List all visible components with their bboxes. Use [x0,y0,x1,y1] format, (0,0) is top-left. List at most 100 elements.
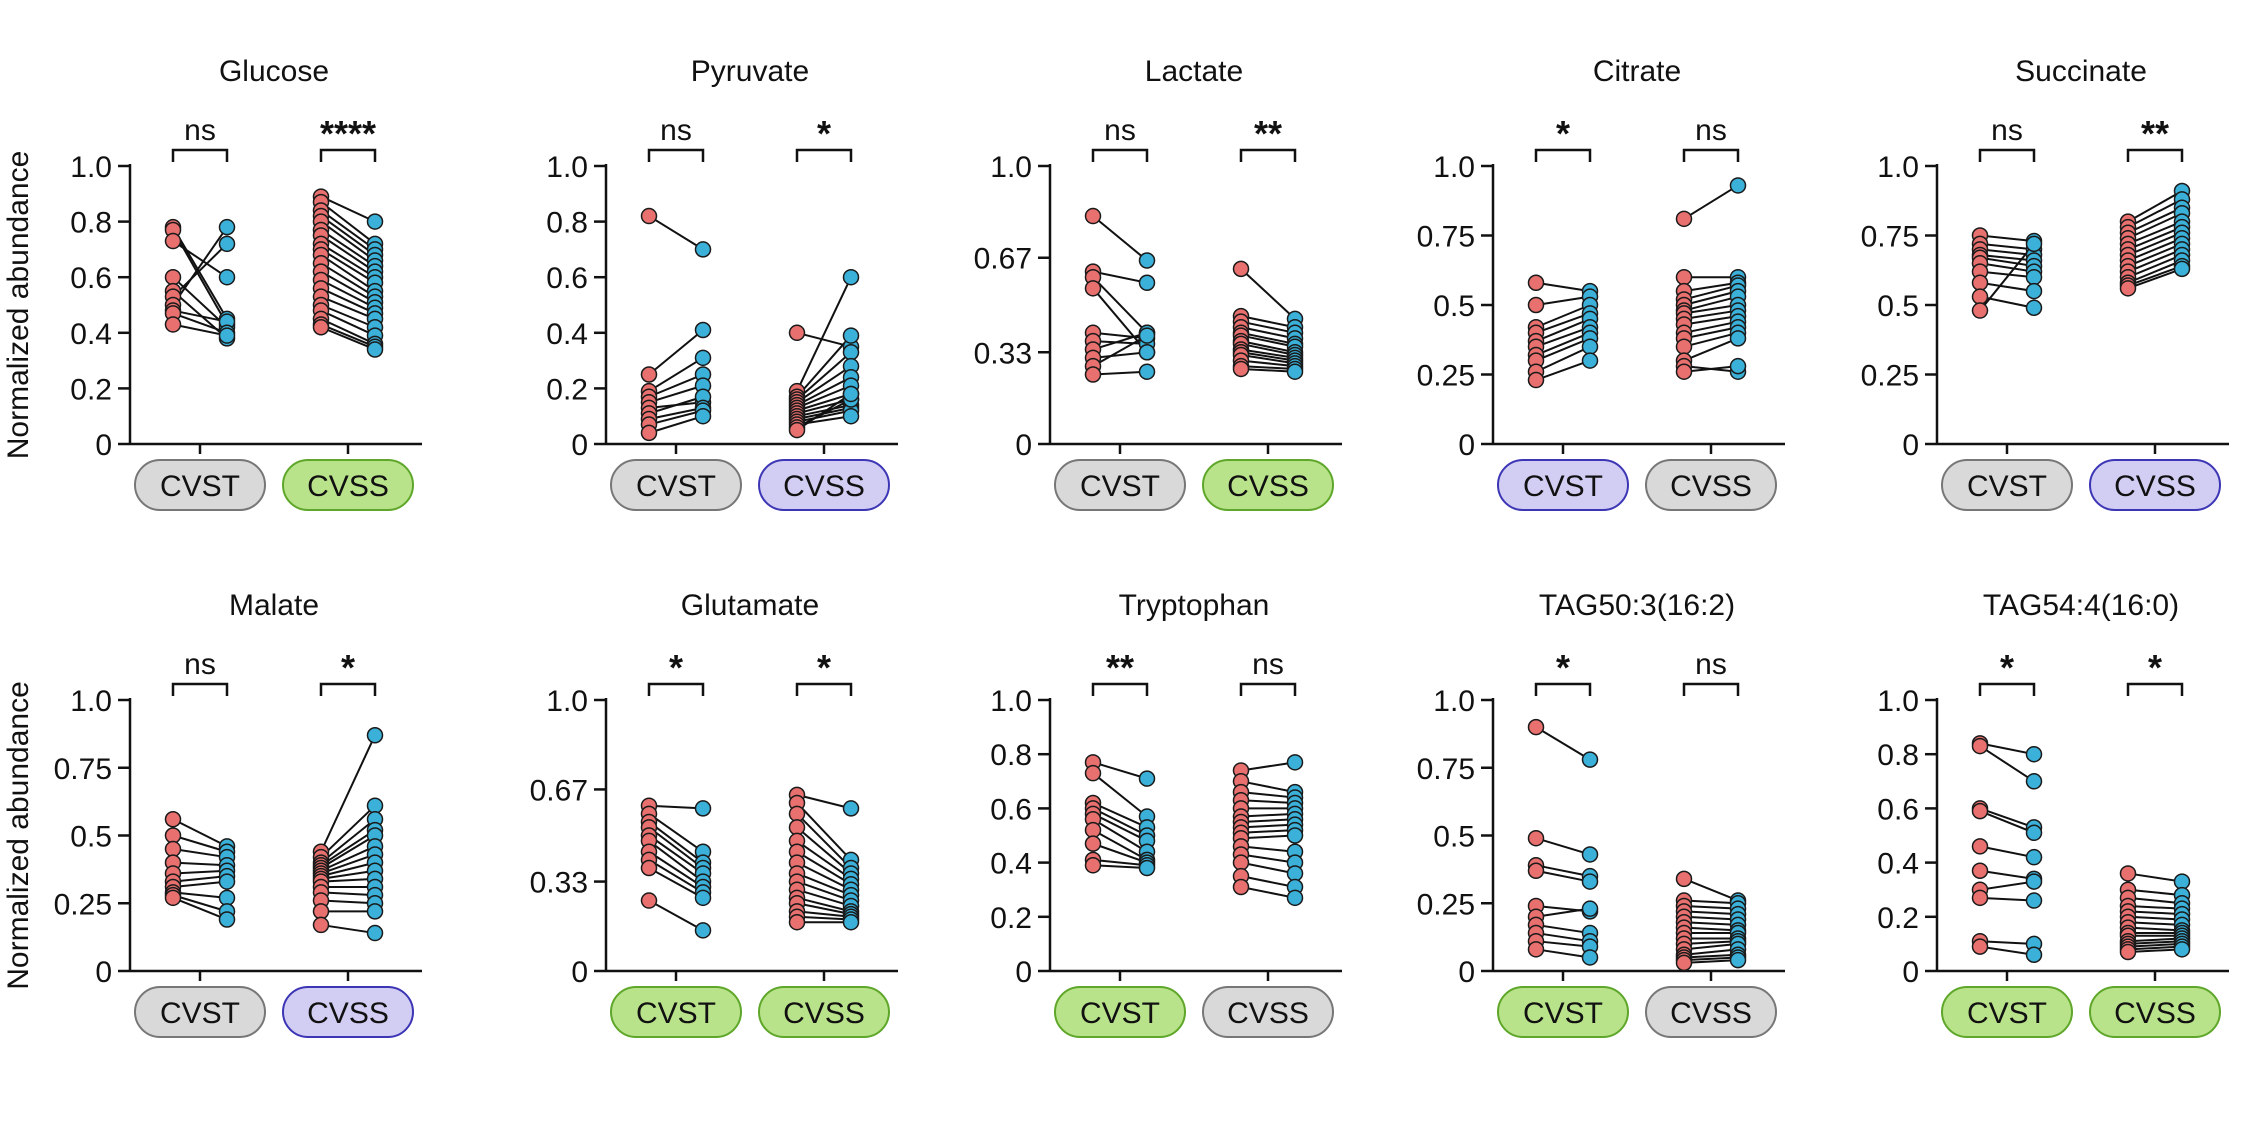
post-point [2025,873,2043,890]
pre-point [1084,857,1102,874]
pair-line [2127,212,2183,240]
pair-line [1979,243,2035,312]
pair-line [320,309,376,337]
pre-point [312,318,330,336]
y-tick-label: 0.2 [1877,902,1919,935]
pair-line [648,899,704,932]
group-label: CVSS [2114,997,2196,1030]
panel-title: TAG54:4(16:0) [1983,589,2179,622]
pair-line [2127,254,2183,279]
group-label: CVST [1080,470,1160,503]
post-point [1581,352,1599,369]
group-label-pill [1941,986,2073,1038]
pair-line [2127,940,2183,945]
pair-line [2127,198,2183,229]
group-label-pill [2089,459,2221,511]
pair-line [1535,864,1591,878]
pair-line [1535,869,1591,883]
pre-point [1675,338,1693,355]
panel-title: Glucose [219,55,329,88]
pair-line [2127,206,2183,234]
panel-title: Citrate [1593,55,1681,88]
pair-line [1683,284,1739,301]
pair-line [1535,304,1591,329]
pre-point [1527,296,1545,314]
pair-line [796,398,852,429]
pair-line [1683,320,1739,334]
post-point [842,385,860,403]
y-tick-label: 0.6 [546,262,588,295]
pair-line [1979,253,2035,262]
pair-line [1240,812,1296,818]
pair-line [1979,807,2035,829]
post-point [2025,848,2043,866]
group-label-pill [610,986,742,1038]
post-point [366,213,384,230]
pair-line [1683,365,1739,373]
pair-line [1240,340,1296,354]
group-label-pill [1497,986,1629,1038]
post-point [1581,338,1599,355]
pair-line [796,902,852,916]
post-point [842,407,860,425]
pre-point [640,424,658,442]
significance-bracket [647,682,705,696]
pre-point [1675,363,1693,380]
post-point [218,327,236,344]
post-point [694,349,712,367]
group-label: CVST [160,997,240,1030]
significance-bracket [1091,682,1149,696]
pair-line [1683,926,1739,932]
post-point [1729,177,1747,194]
post-point [218,911,236,928]
panel-title: Malate [229,589,319,622]
pair-line [1683,953,1739,959]
pre-point [640,366,658,383]
significance-bracket [1682,148,1740,162]
post-point [1138,859,1156,877]
pair-line [2127,948,2183,954]
y-tick-label: 0 [95,429,112,462]
y-tick-label: 0.33 [530,867,588,900]
pair-line [1535,923,1591,935]
pair-line [1240,834,1296,840]
y-tick-label: 1.0 [990,685,1032,718]
pair-line [320,899,376,905]
post-point [2025,824,2043,842]
pair-line [2127,872,2183,883]
pre-point [1971,938,1989,955]
post-point [694,800,712,817]
pair-line [1240,359,1296,368]
pair-line [1240,320,1296,334]
significance-bracket [2126,682,2184,696]
pair-line [1092,215,1148,262]
pair-line [648,409,704,426]
y-tick-label: 0.5 [1433,821,1475,854]
panel-succinate: Succinate 0 0.25 0.5 0.75 1.0 ns CVST ** CVSS [1861,55,2229,511]
pair-line [172,891,228,899]
y-tick-label: 0.75 [1417,753,1475,786]
y-tick-label: 1.0 [70,685,112,718]
pair-line [1092,334,1148,368]
pair-line [2127,265,2183,287]
significance-bracket [1239,148,1297,162]
group-label-pill [1497,459,1629,511]
group-label-pill [282,986,414,1038]
pair-line [1683,290,1739,306]
significance-label: ns [1695,114,1727,147]
pair-line [172,896,228,921]
pair-line [1240,761,1296,772]
pair-line [1535,331,1591,356]
pair-line [1979,234,2035,243]
post-point [1581,751,1599,768]
group-label: CVSS [1670,470,1752,503]
panel-title: Glutamate [681,589,819,622]
pair-line [1092,351,1148,359]
pair-line [1979,262,2035,273]
post-point [1286,363,1304,380]
pair-line [1092,812,1148,842]
pair-line [1240,348,1296,359]
post-point [1138,770,1156,787]
pair-line [320,262,376,298]
pair-line [796,404,852,418]
